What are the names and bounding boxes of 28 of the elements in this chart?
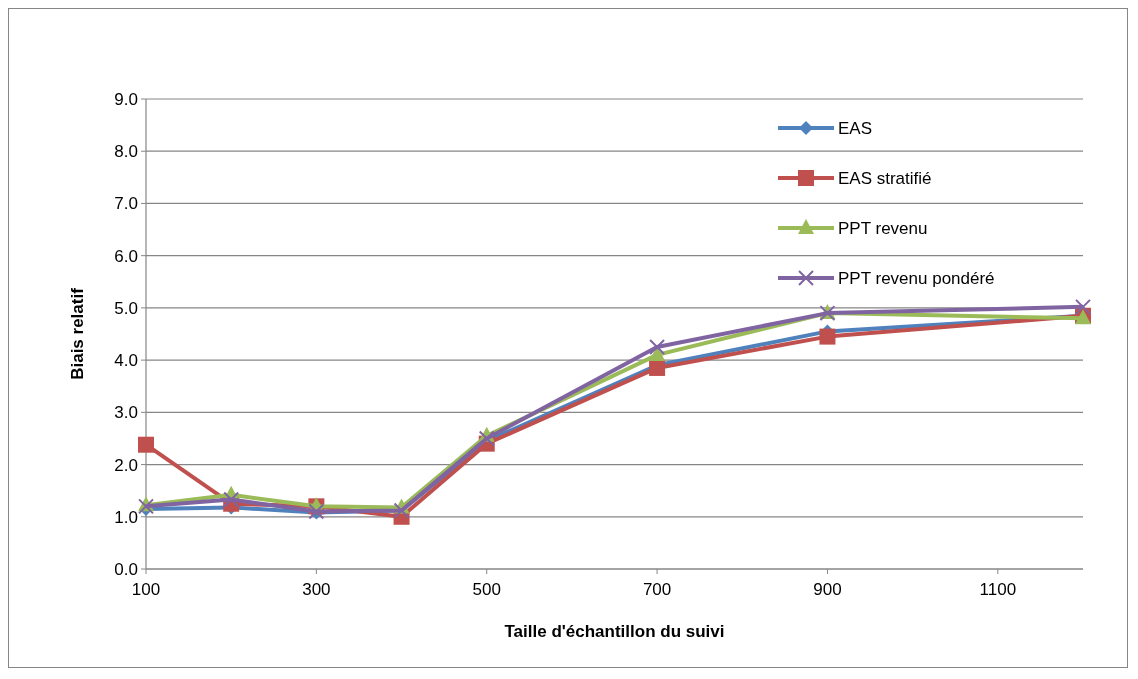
y-tick-label: 7.0 <box>114 194 138 214</box>
point <box>138 436 154 453</box>
x-tick-label: 700 <box>642 580 672 599</box>
x-tick-label: 1100 <box>979 580 1017 599</box>
y-tick-label: 6.0 <box>114 246 138 266</box>
y-tick-label: 3.0 <box>114 403 138 423</box>
x-tick-label: 500 <box>472 580 501 599</box>
legend-label: PPT revenu <box>838 218 928 238</box>
x-tick-label: 100 <box>131 580 161 599</box>
y-tick-label: 4.0 <box>114 351 138 371</box>
point <box>1075 298 1091 315</box>
point <box>819 328 836 345</box>
y-tick-label: 9.0 <box>114 89 138 109</box>
legend-label: EAS stratifié <box>838 168 932 188</box>
y-tick-label: 8.0 <box>114 142 138 162</box>
y-axis-title: Biais relatif <box>68 287 87 380</box>
y-tick-label: 0.0 <box>114 559 138 579</box>
legend-label: PPT revenu pondéré <box>838 268 995 288</box>
point <box>223 491 240 508</box>
x-axis-title: Taille d'échantillon du suivi <box>504 622 725 641</box>
x-tick-label: 300 <box>302 580 331 599</box>
x-tick-label: 900 <box>813 580 842 599</box>
point <box>649 339 666 356</box>
y-tick-label: 5.0 <box>114 298 138 318</box>
y-tick-label: 1.0 <box>114 507 138 527</box>
y-tick-label: 2.0 <box>114 455 138 475</box>
legend-label: EAS <box>838 118 873 138</box>
point <box>478 430 495 447</box>
